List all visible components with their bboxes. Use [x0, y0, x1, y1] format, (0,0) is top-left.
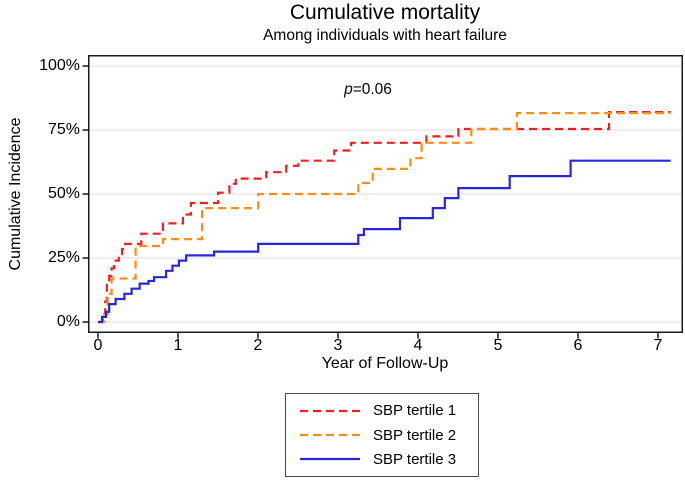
x-tick-marks [97, 332, 659, 339]
survival-curves [98, 111, 671, 324]
legend-label: SBP tertile 3 [373, 450, 457, 468]
legend-item-tertile-3: SBP tertile 3 [286, 452, 478, 467]
legend-line-sample-tertile-2 [300, 433, 360, 437]
p-value-annotation: p=0.06 [308, 81, 428, 99]
gridlines [89, 65, 682, 323]
legend-label: SBP tertile 2 [373, 426, 457, 444]
p-value: =0.06 [352, 81, 392, 98]
x-axis-title: Year of Follow-Up [321, 355, 449, 372]
legend-label: SBP tertile 1 [373, 402, 457, 420]
p-symbol: p [344, 81, 353, 98]
x-tick-label-4: 4 [413, 337, 423, 354]
legend-item-tertile-1: SBP tertile 1 [286, 403, 478, 418]
y-tick-marks [82, 65, 88, 323]
y-tick-label-100: 100% [39, 57, 80, 74]
legend: SBP tertile 1 SBP tertile 2 SBP tertile … [285, 393, 479, 477]
x-tick-label-7: 7 [653, 337, 663, 354]
x-tick-label-5: 5 [493, 337, 503, 354]
curve-sbp-tertile-1 [98, 111, 671, 324]
curve-sbp-tertile-2 [98, 112, 671, 324]
curve-sbp-tertile-3 [98, 159, 671, 324]
chart-subtitle: Among individuals with heart failure [263, 27, 507, 44]
y-tick-label-0: 0% [56, 313, 80, 330]
x-tick-label-1: 1 [173, 337, 183, 354]
legend-item-tertile-2: SBP tertile 2 [286, 428, 478, 443]
chart-title: Cumulative mortality [289, 1, 481, 24]
x-tick-label-6: 6 [573, 337, 583, 354]
y-tick-label-50: 50% [47, 185, 80, 202]
legend-line-sample-tertile-3 [300, 458, 360, 461]
y-tick-label-25: 25% [47, 249, 80, 266]
x-tick-label-2: 2 [253, 337, 263, 354]
y-tick-label-75: 75% [47, 121, 80, 138]
x-tick-label-3: 3 [333, 337, 343, 354]
plot-border [88, 55, 683, 333]
x-tick-label-0: 0 [93, 337, 103, 354]
legend-line-sample-tertile-1 [300, 409, 360, 412]
